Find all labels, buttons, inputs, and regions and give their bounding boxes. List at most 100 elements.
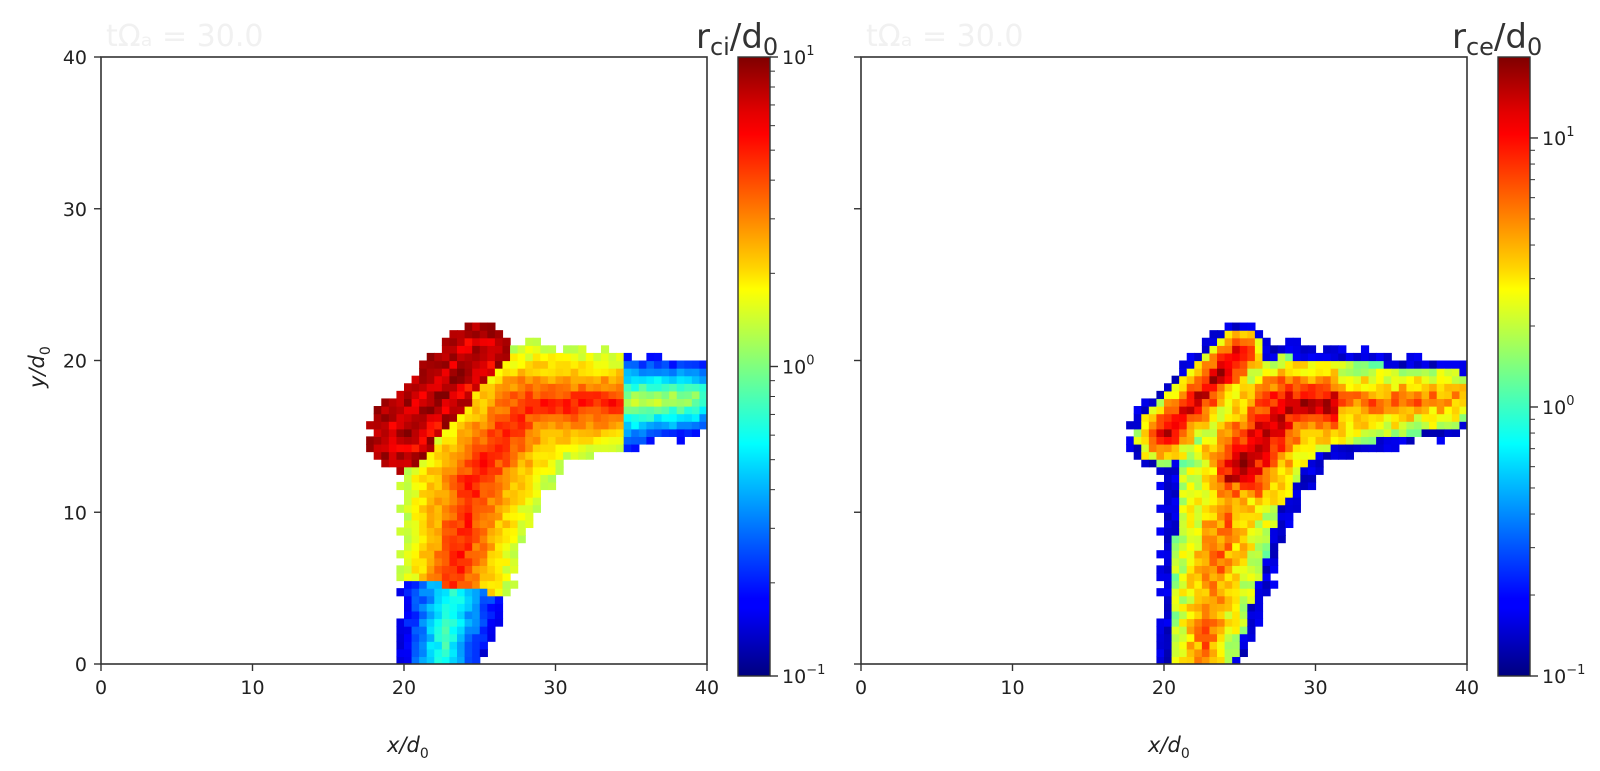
- heatmap-cell: [1254, 572, 1264, 582]
- heatmap-cell: [502, 580, 511, 589]
- heatmap-cell: [525, 413, 534, 422]
- heatmap-cell: [1383, 436, 1392, 445]
- heatmap-cell: [419, 360, 428, 369]
- heatmap-cell: [502, 512, 511, 521]
- heatmap-cell: [1133, 443, 1142, 453]
- heatmap-cell: [1323, 413, 1332, 422]
- heatmap-cell: [1270, 421, 1279, 430]
- heatmap-cell: [1459, 406, 1467, 415]
- heatmap-cell: [1217, 542, 1226, 551]
- heatmap-cell: [449, 557, 458, 566]
- heatmap-cell: [585, 398, 594, 407]
- heatmap-cell: [1338, 406, 1347, 415]
- heatmap-cell: [1164, 512, 1173, 521]
- heatmap-cell: [441, 557, 451, 566]
- heatmap-cell: [434, 535, 443, 544]
- heatmap-cell: [1285, 390, 1294, 400]
- heatmap-cell: [434, 368, 443, 377]
- heatmap-cell: [1254, 337, 1264, 346]
- heatmap-cell: [1209, 535, 1218, 544]
- heatmap-cell: [381, 436, 390, 445]
- heatmap-cell: [1156, 398, 1165, 407]
- heatmap-cell: [472, 360, 481, 369]
- heatmap-cell: [494, 497, 504, 506]
- heatmap-cell: [1194, 406, 1203, 415]
- heatmap-cell: [608, 421, 617, 430]
- heatmap-cell: [479, 436, 488, 445]
- heatmap-cell: [1239, 610, 1248, 620]
- heatmap-cell: [1232, 390, 1241, 400]
- heatmap-cell: [1186, 443, 1195, 453]
- heatmap-cell: [449, 603, 458, 612]
- heatmap-cell: [1398, 413, 1408, 422]
- heatmap-cell: [1429, 368, 1438, 377]
- heatmap-cell: [1391, 360, 1400, 369]
- heatmap-cell: [434, 626, 443, 635]
- heatmap-cell: [464, 322, 473, 331]
- heatmap-cell: [653, 383, 663, 392]
- heatmap-cell: [517, 497, 526, 506]
- heatmap-cell: [502, 535, 511, 544]
- heatmap-cell: [426, 497, 435, 506]
- heatmap-cell: [532, 345, 541, 354]
- heatmap-cell: [1164, 588, 1173, 597]
- heatmap-cell: [502, 489, 511, 498]
- heatmap-cell: [1413, 406, 1423, 415]
- heatmap-cell: [1194, 626, 1203, 635]
- heatmap-cell: [419, 550, 428, 559]
- heatmap-cell: [457, 436, 466, 445]
- heatmap-cell: [1224, 337, 1233, 346]
- heatmap-cell: [1307, 383, 1317, 392]
- heatmap-cell: [1239, 459, 1248, 468]
- heatmap-cell: [419, 557, 428, 566]
- heatmap-cell: [487, 497, 496, 506]
- heatmap-cell: [1232, 352, 1241, 362]
- heatmap-cell: [404, 451, 413, 460]
- heatmap-cell: [563, 360, 572, 369]
- heatmap-cell: [1376, 406, 1385, 415]
- heatmap-cell: [434, 390, 443, 400]
- heatmap-cell: [434, 641, 443, 650]
- heatmap-cell: [1376, 428, 1385, 437]
- heatmap-cell: [464, 398, 473, 407]
- heatmap-cell: [494, 572, 504, 582]
- heatmap-cell: [1247, 481, 1256, 491]
- heatmap-cell: [1300, 368, 1309, 377]
- heatmap-cell: [381, 421, 390, 430]
- heatmap-cell: [1391, 443, 1400, 453]
- panel-right-xlabel: x/d0: [1147, 733, 1190, 762]
- heatmap-cell: [1186, 512, 1195, 521]
- heatmap-cell: [669, 406, 678, 415]
- heatmap-cell: [1209, 390, 1218, 400]
- heatmap-cell: [646, 383, 655, 392]
- heatmap-cell: [1338, 436, 1347, 445]
- heatmap-cell: [1217, 626, 1226, 635]
- heatmap-cell: [1126, 421, 1135, 430]
- heatmap-cell: [563, 428, 572, 437]
- heatmap-cell: [419, 648, 428, 658]
- heatmap-cell: [472, 322, 481, 331]
- heatmap-cell: [547, 481, 557, 491]
- heatmap-cell: [464, 512, 473, 521]
- heatmap-cell: [1368, 443, 1377, 453]
- heatmap-cell: [616, 406, 625, 415]
- heatmap-cell: [555, 413, 564, 422]
- colorbar-tick-label: 10−1: [1542, 663, 1585, 688]
- heatmap-cell: [411, 656, 420, 664]
- heatmap-cell: [1338, 375, 1347, 384]
- heatmap-cell: [1186, 535, 1195, 544]
- heatmap-cell: [593, 375, 602, 384]
- heatmap-cell: [585, 360, 594, 369]
- heatmap-cell: [1209, 459, 1218, 468]
- panel-right-xticks: 0 10 20 30 40: [855, 664, 1479, 699]
- heatmap-cell: [1270, 512, 1279, 521]
- heatmap-cell: [411, 421, 420, 430]
- heatmap-cell: [1254, 368, 1264, 377]
- heatmap-cell: [1345, 406, 1354, 415]
- heatmap-cell: [1194, 648, 1203, 658]
- heatmap-cell: [1239, 588, 1248, 597]
- heatmap-cell: [699, 360, 707, 369]
- heatmap-cell: [434, 557, 443, 566]
- heatmap-cell: [1262, 519, 1271, 529]
- heatmap-cell: [426, 383, 435, 392]
